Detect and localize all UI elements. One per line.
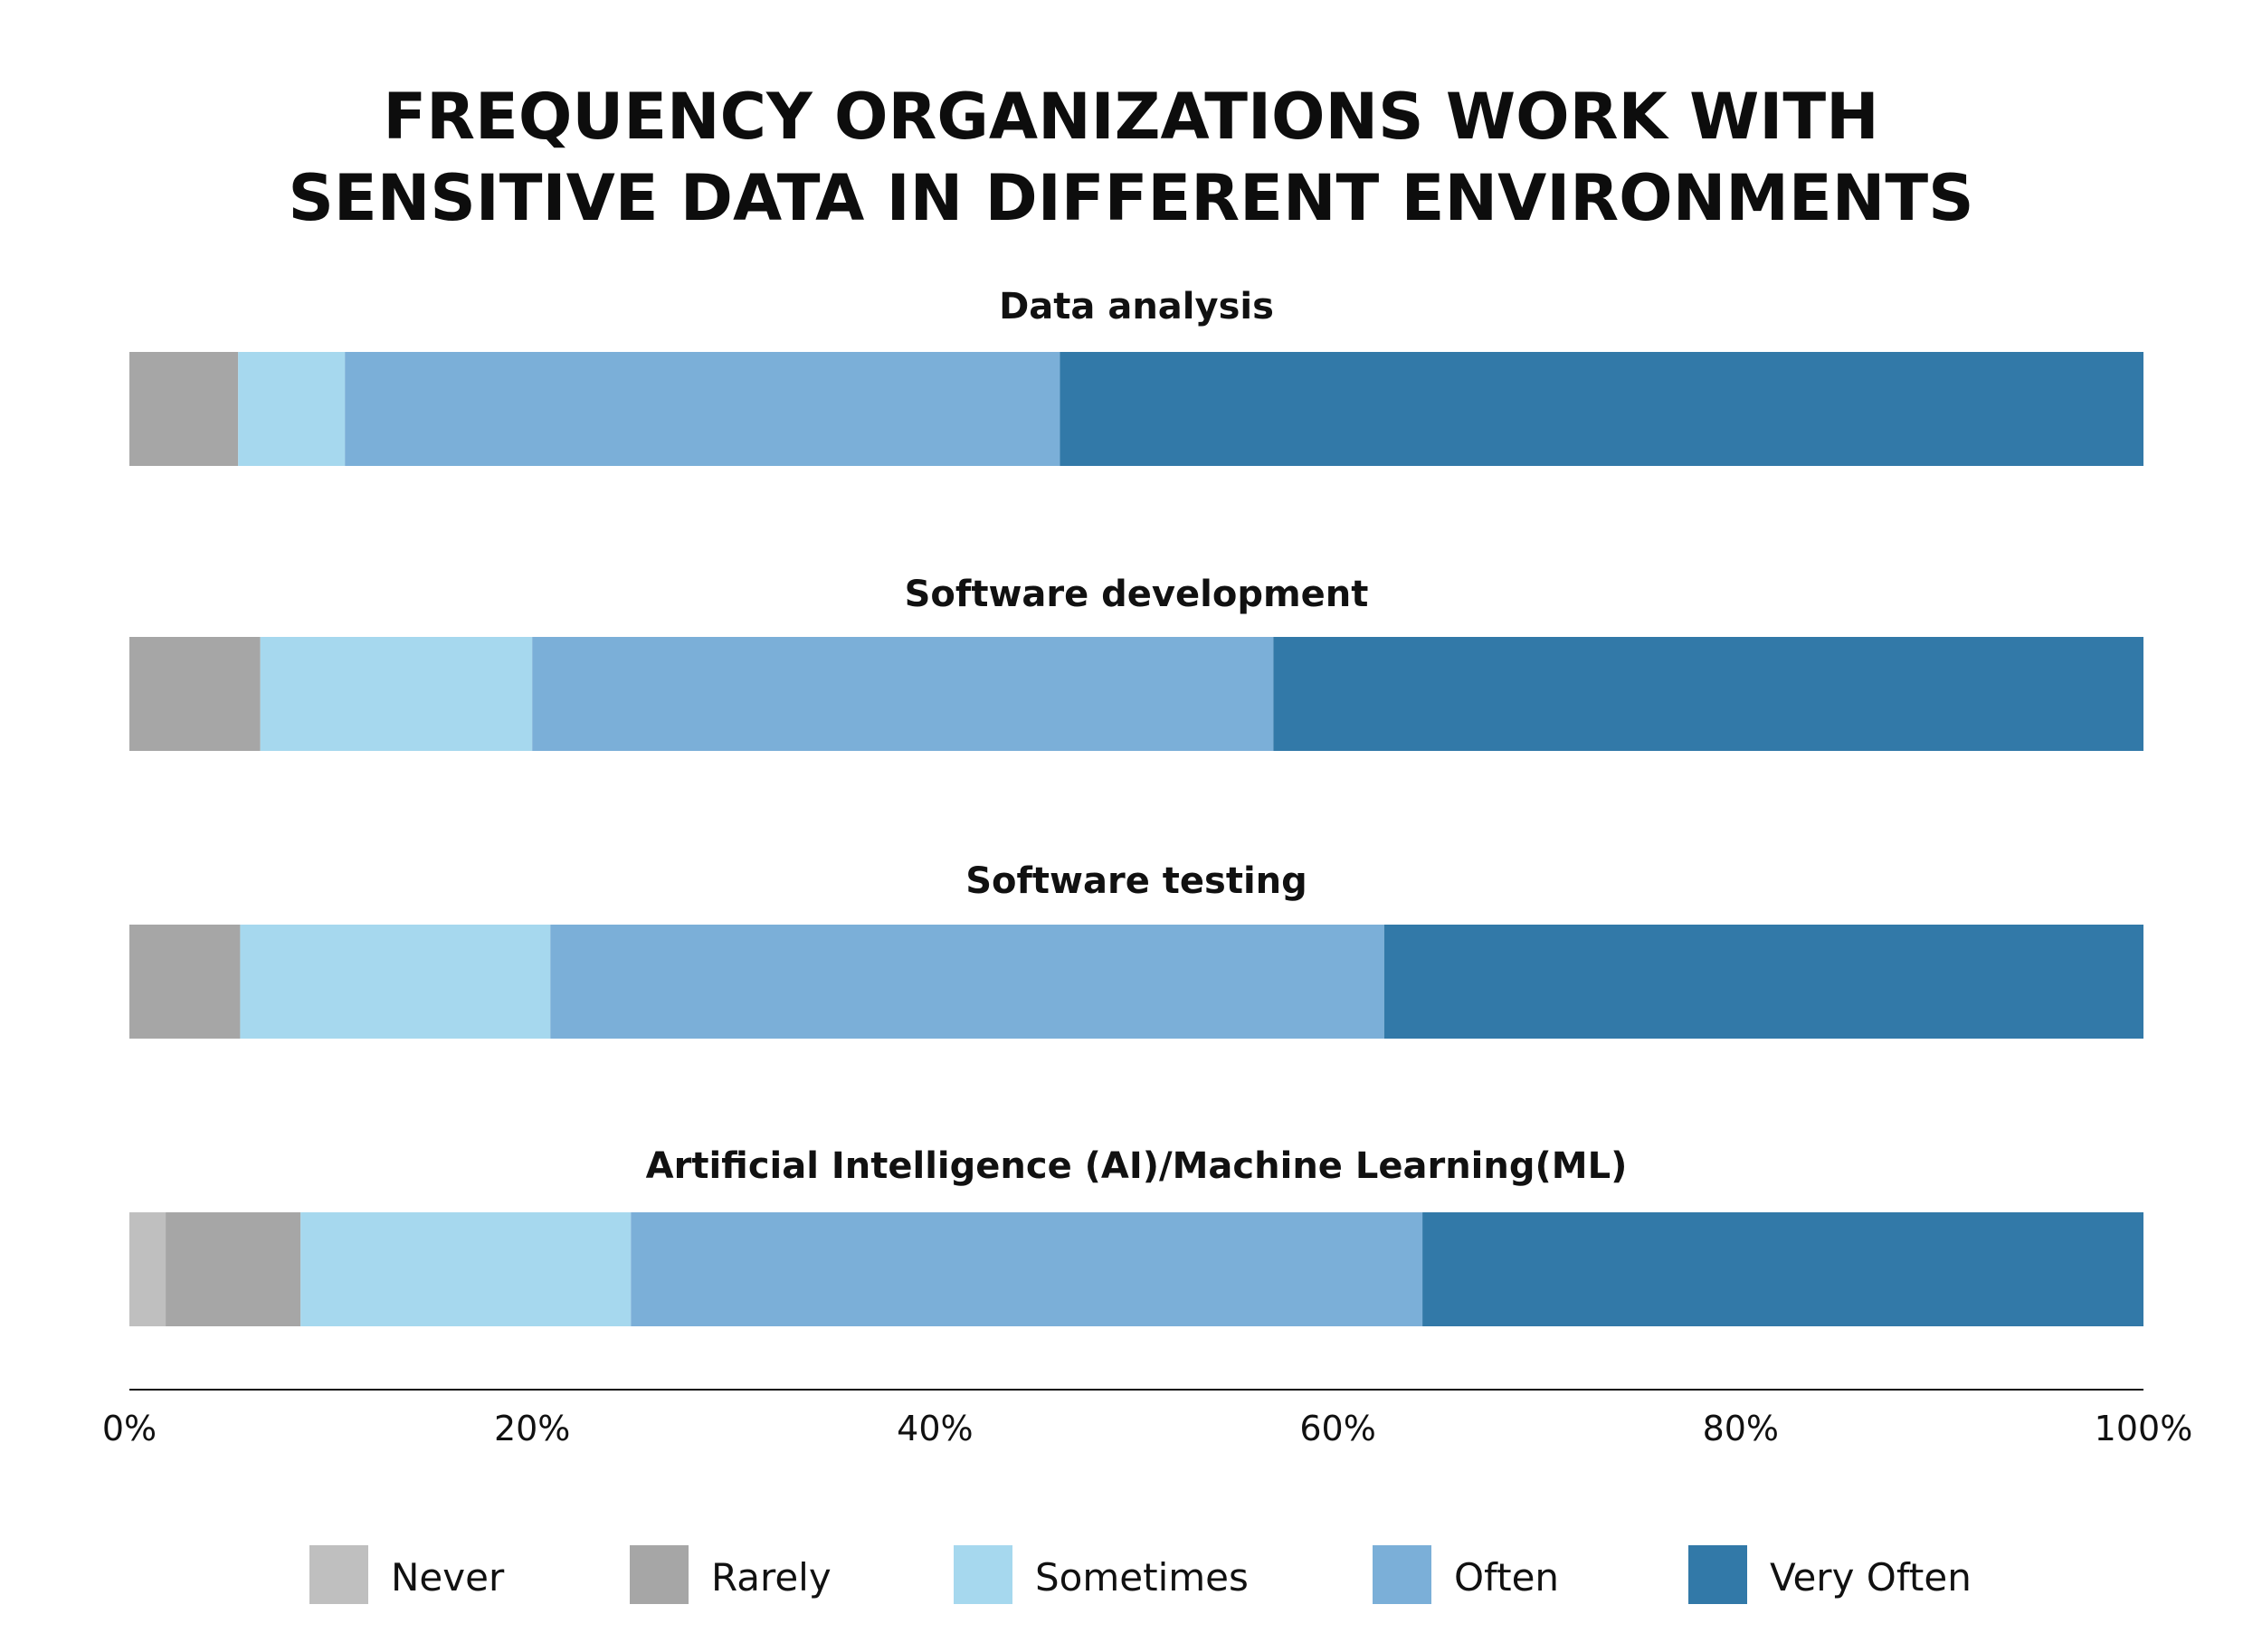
bar-segment-very-often: [1422, 1212, 2143, 1326]
bar-segment-sometimes: [260, 637, 533, 751]
x-tick-label: 20%: [494, 1409, 570, 1448]
chart-title-line-1: FREQUENCY ORGANIZATIONS WORK WITH: [383, 80, 1879, 154]
bar-segment-very-often: [1273, 637, 2143, 751]
bar-segment-rarely: [129, 925, 241, 1039]
category-label: Software development: [905, 574, 1369, 615]
bar-segment-often: [532, 637, 1274, 751]
bar-segment-often: [631, 1212, 1423, 1326]
bar-segment-never: [129, 1212, 166, 1326]
x-tick-label: 0%: [102, 1409, 157, 1448]
bar-segment-sometimes: [240, 925, 551, 1039]
bar-segment-rarely: [166, 1212, 301, 1326]
legend-label: Never: [391, 1555, 505, 1600]
legend-label: Sometimes: [1035, 1555, 1249, 1600]
bar-segment-often: [345, 352, 1060, 466]
category-label: Data analysis: [999, 286, 1274, 328]
category-label: Artificial Intelligence (AI)/Machine Lea…: [646, 1145, 1628, 1187]
x-tick-label: 80%: [1703, 1409, 1779, 1448]
bar-segment-sometimes: [238, 352, 346, 466]
bar-segment-rarely: [129, 352, 239, 466]
legend-label: Rarely: [711, 1555, 832, 1600]
legend-swatch-often: [1373, 1545, 1431, 1604]
x-tick-label: 60%: [1299, 1409, 1375, 1448]
legend-label: Very Often: [1770, 1555, 1972, 1600]
bar-segment-often: [550, 925, 1384, 1039]
legend-label: Often: [1454, 1555, 1559, 1600]
legend-swatch-never: [309, 1545, 368, 1604]
legend-swatch-sometimes: [954, 1545, 1012, 1604]
chart-title-line-2: SENSITIVE DATA IN DIFFERENT ENVIRONMENTS: [288, 161, 1974, 235]
bar-segment-rarely: [129, 637, 261, 751]
legend-swatch-very-often: [1688, 1545, 1747, 1604]
legend-swatch-rarely: [630, 1545, 689, 1604]
bar-segment-very-often: [1060, 352, 2143, 466]
bar-segment-very-often: [1383, 925, 2143, 1039]
category-label: Software testing: [965, 860, 1307, 902]
x-tick-label: 40%: [897, 1409, 973, 1448]
bar-segment-sometimes: [300, 1212, 632, 1326]
x-tick-label: 100%: [2095, 1409, 2193, 1448]
